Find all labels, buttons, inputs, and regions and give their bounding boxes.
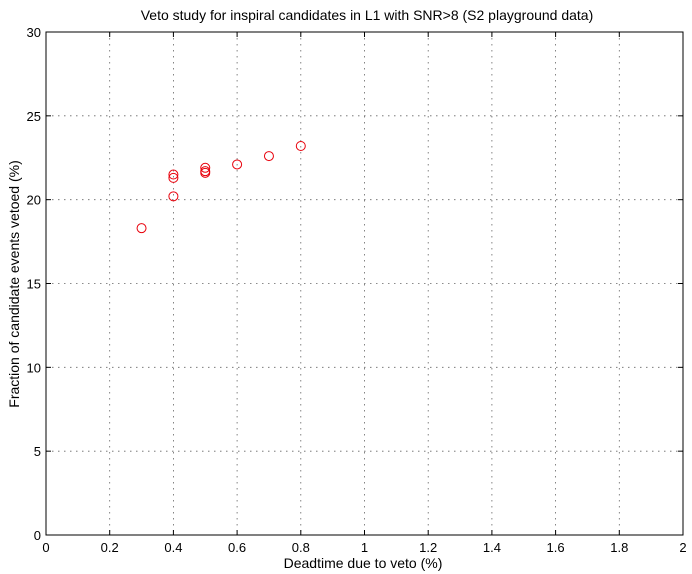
x-tick-label: 0.6 xyxy=(228,540,246,555)
x-tick-label: 0.8 xyxy=(292,540,310,555)
data-point xyxy=(168,172,179,183)
data-point xyxy=(136,223,147,234)
x-tick-label: 0 xyxy=(42,540,49,555)
data-point xyxy=(168,191,179,202)
x-tick-label: 1.6 xyxy=(547,540,565,555)
data-point xyxy=(200,166,211,177)
x-tick-label: 1 xyxy=(361,540,368,555)
y-tick-label: 25 xyxy=(27,109,41,124)
data-point xyxy=(295,141,306,152)
x-axis-tick-labels: 0 0.2 0.4 0.6 0.8 1 1.2 1.4 1.6 1.8 2 xyxy=(42,540,686,555)
y-axis-title: Fraction of candidate events vetoed (%) xyxy=(6,160,22,407)
x-tick-label: 0.4 xyxy=(164,540,182,555)
data-point xyxy=(200,162,211,173)
grid xyxy=(46,32,683,535)
x-tick-label: 0.2 xyxy=(101,540,119,555)
y-axis-tick-labels: 0 5 10 15 20 25 30 xyxy=(27,25,41,543)
y-tick-label: 0 xyxy=(34,528,41,543)
data-point xyxy=(263,151,274,162)
plot-frame xyxy=(45,31,684,536)
y-tick-label: 30 xyxy=(27,25,41,40)
y-tick-label: 15 xyxy=(27,277,41,292)
x-tick-label: 1.2 xyxy=(419,540,437,555)
data-points xyxy=(136,141,306,234)
data-point xyxy=(232,159,243,170)
x-tick-label: 2 xyxy=(679,540,686,555)
data-point xyxy=(168,169,179,180)
x-tick-label: 1.4 xyxy=(483,540,501,555)
y-tick-label: 5 xyxy=(34,444,41,459)
x-axis-title: Deadtime due to veto (%) xyxy=(284,555,443,571)
y-tick-label: 10 xyxy=(27,360,41,375)
x-tick-label: 1.8 xyxy=(610,540,628,555)
chart-title: Veto study for inspiral candidates in L1… xyxy=(141,7,594,23)
y-tick-label: 20 xyxy=(27,193,41,208)
